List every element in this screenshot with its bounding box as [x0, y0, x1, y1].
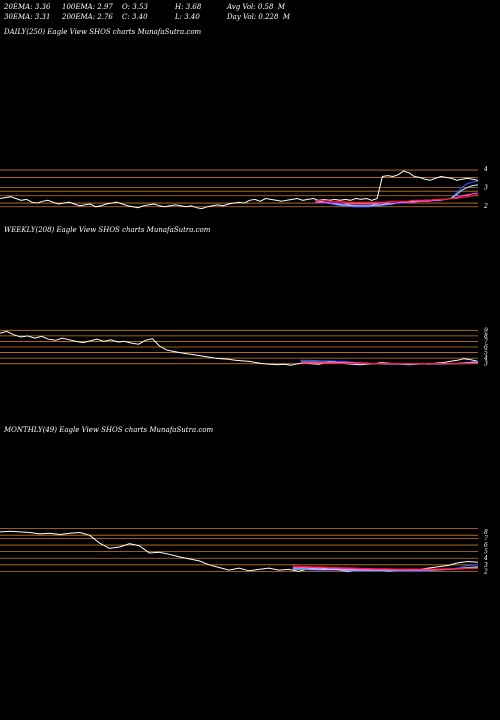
weekly-y-tick-label: 7: [484, 338, 488, 345]
stat-close: C: 3.40: [122, 13, 148, 21]
daily-panel-label: DAILY(250) Eagle View SHOS charts Munafa…: [4, 28, 202, 36]
weekly-y-tick-label: 3: [484, 361, 488, 368]
stat-high: H: 3.68: [175, 3, 202, 11]
monthly-y-tick-label: 7: [484, 535, 488, 542]
monthly-panel-label: MONTHLY(49) Eagle View SHOS charts Munaf…: [4, 426, 214, 434]
stat-open: O: 3.53: [122, 3, 148, 11]
stats-row-1: 20EMA: 3.36 100EMA: 2.97 O: 3.53 H: 3.68…: [4, 2, 347, 12]
monthly-y-tick-label: 2: [483, 568, 488, 575]
weekly-panel-label: WEEKLY(208) Eagle View SHOS charts Munaf…: [4, 226, 211, 234]
stats-header: 20EMA: 3.36 100EMA: 2.97 O: 3.53 H: 3.68…: [4, 2, 347, 22]
stat-30ema: 30EMA: 3.31: [4, 13, 51, 21]
stat-100ema: 100EMA: 2.97: [62, 3, 113, 11]
daily-y-tick-label: 2: [483, 203, 488, 210]
monthly-y-tick-label: 5: [484, 549, 488, 556]
monthly-y-tick-label: 4: [483, 555, 488, 562]
stat-day-vol: Day Vol: 0.228 M: [227, 13, 291, 21]
weekly-y-tick-label: 8: [484, 333, 488, 340]
stat-200ema: 200EMA: 2.76: [62, 13, 113, 21]
monthly-ema-line-3: [292, 566, 479, 571]
monthly-ema-line-4: [292, 565, 479, 570]
daily-price-line: [0, 170, 479, 210]
monthly-y-tick-label: 6: [484, 542, 488, 549]
stat-avg-vol: Avg Vol: 0.58 M: [227, 3, 286, 11]
weekly-y-tick-label: 6: [484, 344, 488, 351]
weekly-price-line: [0, 330, 479, 366]
daily-chart: 4 3 2: [0, 166, 488, 210]
daily-y-tick-label: 3: [484, 185, 488, 192]
weekly-y-tick-label: 9: [484, 327, 488, 334]
monthly-y-tick-label: 3: [484, 562, 488, 569]
stats-row-2: 30EMA: 3.31 200EMA: 2.76 C: 3.40 L: 3.40…: [4, 12, 347, 22]
daily-ema-line-4: [315, 194, 479, 203]
weekly-ema-line-4: [300, 362, 478, 365]
stat-low: L: 3.40: [175, 13, 200, 21]
stat-20ema: 20EMA: 3.36: [4, 3, 51, 11]
weekly-y-tick-label: 5: [484, 350, 488, 357]
monthly-y-tick-label: 8: [484, 529, 488, 536]
weekly-y-tick-label: 4: [483, 355, 488, 362]
daily-y-tick-label: 4: [483, 166, 488, 173]
